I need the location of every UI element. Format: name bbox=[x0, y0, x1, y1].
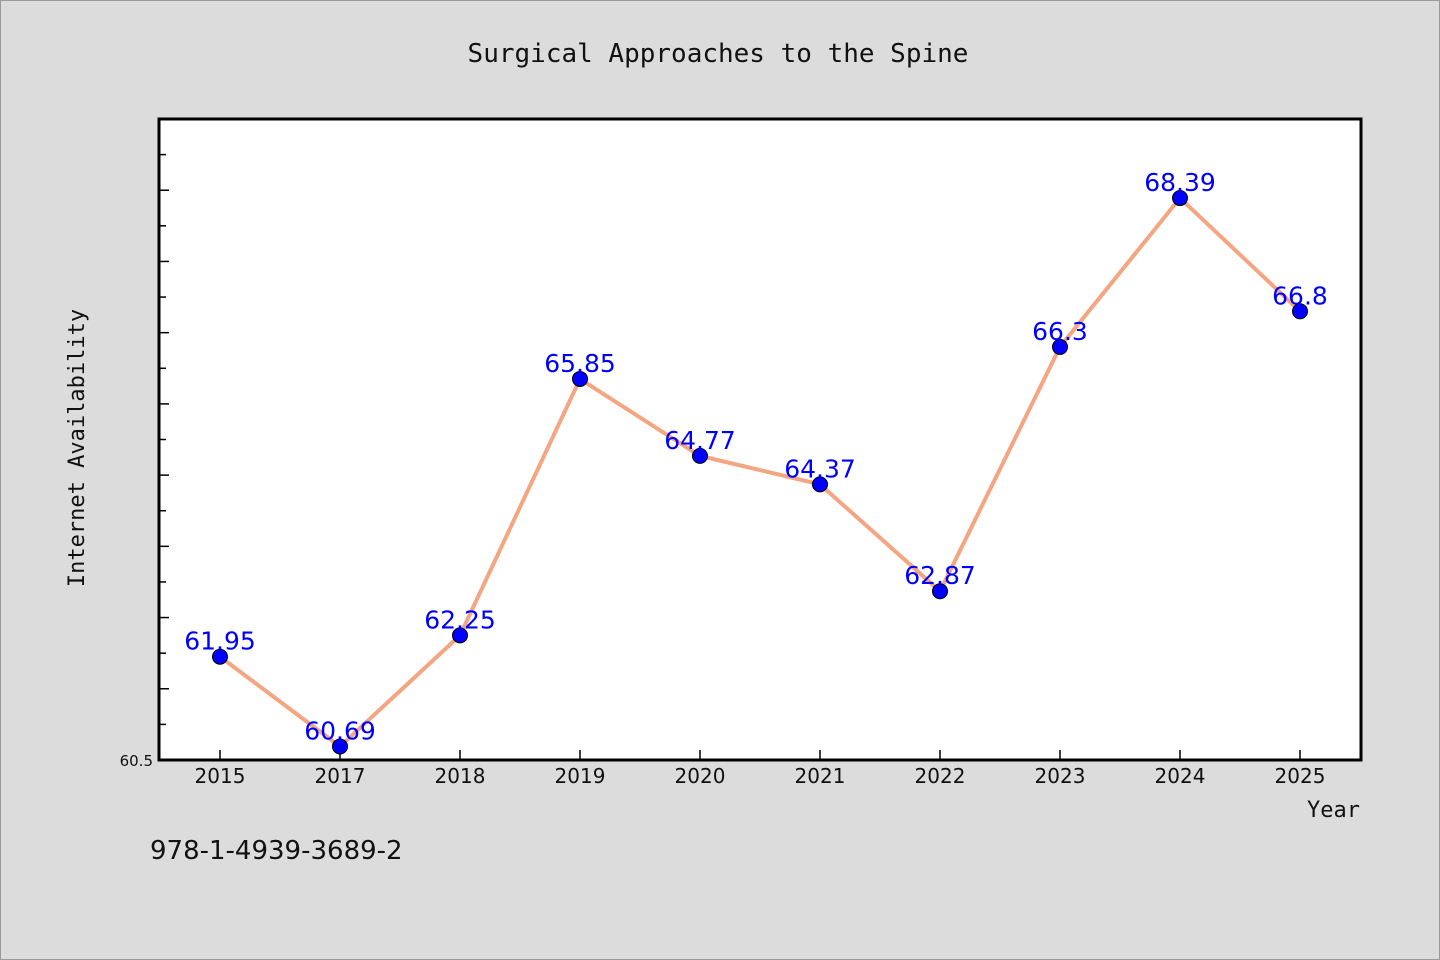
data-point bbox=[692, 447, 708, 464]
x-axis-label: Year bbox=[1307, 798, 1360, 823]
x-tick-label: 2017 bbox=[315, 764, 366, 788]
x-tick-label: 2025 bbox=[1275, 764, 1326, 788]
data-label: 62.87 bbox=[904, 561, 976, 590]
x-tick-label: 2018 bbox=[435, 764, 486, 788]
x-tick-label: 2023 bbox=[1035, 764, 1086, 788]
y-axis-label: Internet Availability bbox=[65, 309, 90, 587]
data-point bbox=[1292, 303, 1308, 320]
data-point bbox=[332, 738, 348, 755]
plot-area bbox=[159, 119, 1361, 760]
y-axis-min-label: 60.5 bbox=[120, 752, 153, 770]
data-label: 66.8 bbox=[1272, 281, 1328, 310]
chart-title: Surgical Approaches to the Spine bbox=[468, 39, 969, 69]
data-point bbox=[932, 583, 948, 600]
data-point bbox=[452, 627, 468, 644]
x-tick-label: 2024 bbox=[1155, 764, 1206, 788]
data-point bbox=[212, 648, 228, 665]
x-tick-label: 2021 bbox=[795, 764, 846, 788]
data-label: 65.85 bbox=[544, 349, 616, 378]
x-axis-ticks: 2015 2017 2018 2019 2020 2021 2022 2023 2024 2025 bbox=[195, 750, 1326, 788]
x-tick-label: 2022 bbox=[915, 764, 966, 788]
data-point bbox=[572, 370, 588, 387]
data-label: 68.39 bbox=[1144, 168, 1216, 197]
series-group bbox=[212, 190, 1308, 755]
data-label: 60.69 bbox=[304, 716, 376, 745]
data-point bbox=[812, 476, 828, 493]
data-label: 62.25 bbox=[424, 605, 496, 634]
data-label: 61.95 bbox=[184, 627, 256, 656]
x-tick-label: 2015 bbox=[195, 764, 246, 788]
plot-border bbox=[157, 117, 1363, 762]
x-tick-label: 2020 bbox=[675, 764, 726, 788]
x-tick-label: 2019 bbox=[555, 764, 606, 788]
data-point bbox=[1052, 338, 1068, 355]
series-line bbox=[218, 196, 1302, 749]
data-label: 66.3 bbox=[1032, 317, 1088, 346]
data-labels-group: 61.95 60.69 62.25 65.85 64.77 64.37 62.87 66.3 6… bbox=[184, 168, 1328, 745]
data-label: 64.77 bbox=[664, 426, 736, 455]
data-point bbox=[1172, 190, 1188, 207]
data-label: 64.37 bbox=[784, 454, 856, 483]
isbn-text: 978-1-4939-3689-2 bbox=[150, 836, 403, 866]
